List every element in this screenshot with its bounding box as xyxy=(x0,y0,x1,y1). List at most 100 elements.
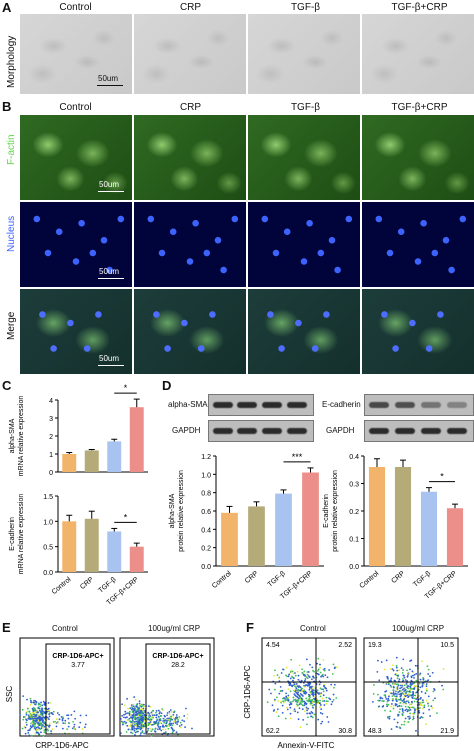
event-dot xyxy=(425,683,428,685)
event-dot xyxy=(35,728,38,731)
event-dot xyxy=(418,694,421,697)
event-dot xyxy=(335,697,338,699)
event-dot xyxy=(287,688,290,691)
a-col-title-tgf-crp: TGF-β+CRP xyxy=(391,2,448,13)
event-dot xyxy=(422,707,424,710)
event-dot xyxy=(73,710,76,713)
event-dot xyxy=(151,723,154,726)
event-dot xyxy=(386,682,389,685)
e-title-control: Control xyxy=(52,624,78,633)
y-tick-label: 1.2 xyxy=(201,454,211,461)
event-dot xyxy=(412,671,415,674)
event-dot xyxy=(426,665,429,668)
event-dot xyxy=(276,674,279,676)
event-dot xyxy=(35,710,37,713)
factin-image-tgf-crp xyxy=(362,115,474,200)
gate-value: 3.77 xyxy=(71,662,85,669)
event-dot xyxy=(282,701,285,704)
event-dot xyxy=(41,704,44,707)
y-tick-label: 1.5 xyxy=(43,494,53,501)
x-tick-label: TGF-β xyxy=(412,570,432,588)
bar xyxy=(84,450,99,472)
event-dot xyxy=(309,687,311,689)
x-tick-label: Control xyxy=(211,570,233,590)
event-dot xyxy=(148,705,150,708)
event-dot xyxy=(305,702,308,705)
y-tick-label: 1.0 xyxy=(43,519,53,526)
event-dot xyxy=(307,716,309,719)
event-dot xyxy=(293,683,296,686)
event-dot xyxy=(146,713,148,716)
event-dot xyxy=(293,677,295,679)
event-dot xyxy=(411,682,414,685)
event-dot xyxy=(164,728,167,731)
quadrant-ur: 2.52 xyxy=(338,642,352,649)
event-dot xyxy=(68,722,71,725)
y-axis-label: alpha-SMA xyxy=(9,418,16,453)
event-dot xyxy=(186,713,189,716)
event-dot xyxy=(25,719,28,722)
event-dot xyxy=(321,712,324,715)
event-dot xyxy=(40,727,43,730)
event-dot xyxy=(136,710,139,713)
event-dot xyxy=(64,722,66,725)
event-dot xyxy=(138,713,140,716)
event-dot xyxy=(316,669,319,672)
event-dot xyxy=(266,701,269,704)
event-dot xyxy=(397,675,399,677)
event-dot xyxy=(51,728,54,731)
event-dot xyxy=(323,667,326,670)
event-dot xyxy=(311,698,314,701)
event-dot xyxy=(130,704,133,707)
event-dot xyxy=(390,692,393,695)
event-dot xyxy=(400,693,402,696)
event-dot xyxy=(406,710,409,713)
event-dot xyxy=(173,720,176,723)
event-dot xyxy=(329,698,332,701)
event-dot xyxy=(292,696,295,699)
y-axis-label: SSC xyxy=(5,686,14,703)
event-dot xyxy=(282,700,285,703)
event-dot xyxy=(380,661,383,663)
event-dot xyxy=(325,687,328,690)
event-dot xyxy=(27,729,30,732)
event-dot xyxy=(393,679,396,682)
event-dot xyxy=(147,729,149,732)
event-dot xyxy=(406,694,409,697)
gate-box xyxy=(145,643,211,735)
event-dot xyxy=(328,669,330,671)
event-dot xyxy=(291,670,294,673)
event-dot xyxy=(149,721,152,723)
event-dot xyxy=(319,663,321,666)
event-dot xyxy=(34,725,36,728)
event-dot xyxy=(143,705,145,708)
event-dot xyxy=(32,701,35,704)
event-dot xyxy=(58,718,61,721)
event-dot xyxy=(153,714,156,717)
event-dot xyxy=(46,710,49,713)
y-axis-label: E-cadherin xyxy=(9,517,16,551)
event-dot xyxy=(40,725,43,728)
event-dot xyxy=(434,697,436,700)
event-dot xyxy=(385,698,388,700)
event-dot xyxy=(384,709,386,712)
event-dot xyxy=(408,672,411,675)
event-dot xyxy=(422,677,425,679)
event-dot xyxy=(425,723,427,726)
event-dot xyxy=(412,706,415,709)
event-dot xyxy=(418,682,421,685)
quadrant-ll: 62.2 xyxy=(266,728,280,735)
event-dot xyxy=(131,711,134,714)
event-dot xyxy=(32,709,35,711)
event-dot xyxy=(421,685,424,688)
event-dot xyxy=(134,698,137,701)
event-dot xyxy=(323,684,325,687)
event-dot xyxy=(162,720,165,722)
event-dot xyxy=(419,717,421,719)
event-dot xyxy=(144,722,146,725)
event-dot xyxy=(392,686,395,689)
event-dot xyxy=(399,687,402,690)
event-dot xyxy=(396,686,399,688)
event-dot xyxy=(305,697,308,700)
event-dot xyxy=(401,709,404,711)
